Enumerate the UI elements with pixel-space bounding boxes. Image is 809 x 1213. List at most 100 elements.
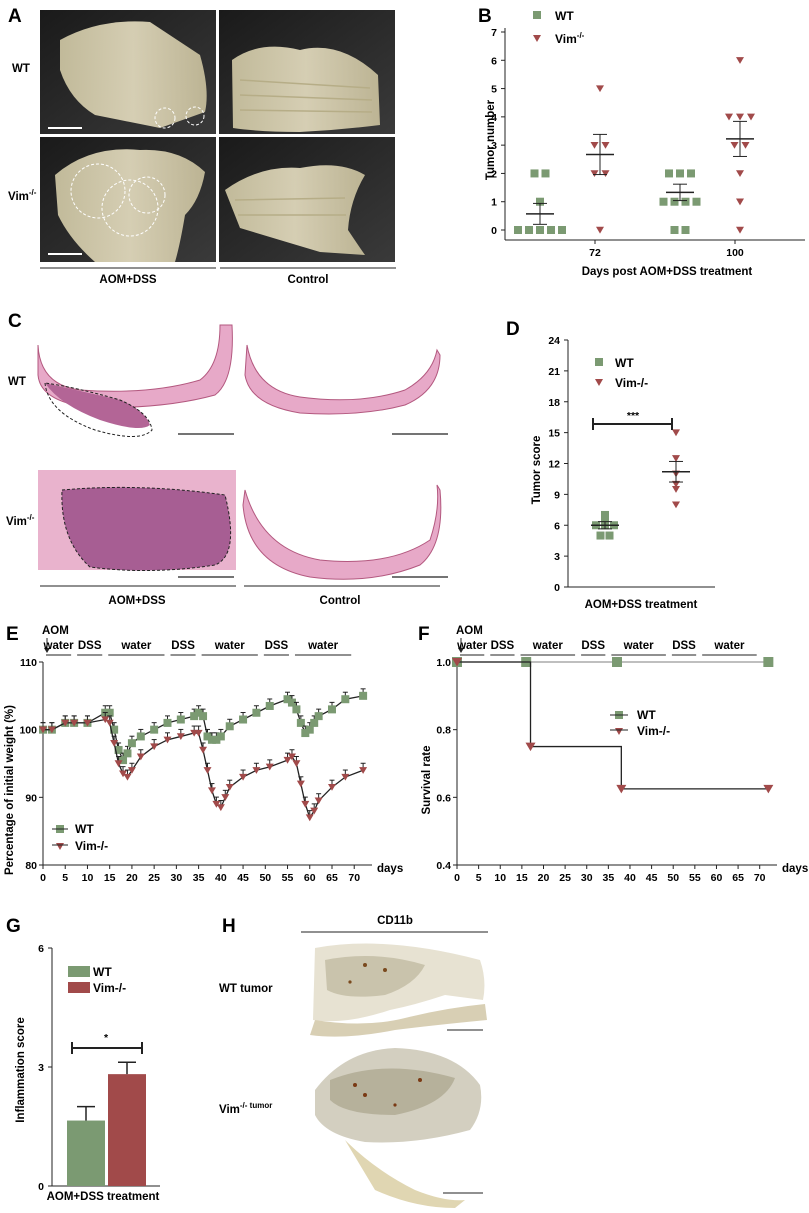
panel-c-col-label-aomdss: AOM+DSS: [108, 595, 166, 607]
data-point-wt: [150, 725, 159, 734]
data-point-vim: [212, 800, 221, 808]
data-point-vim: [452, 658, 462, 667]
colon-image-wt-control: [219, 10, 395, 134]
data-point-wt: [105, 708, 114, 717]
phase-label: DSS: [171, 640, 195, 652]
phase-label: water: [456, 640, 488, 652]
x-tick-label: 60: [711, 872, 723, 884]
phase-label: DSS: [265, 640, 289, 652]
panel-h: H CD11b WT tumor Vim-/- tumor: [215, 910, 809, 1208]
data-point-vim: [741, 141, 750, 149]
x-tick-label: 25: [559, 872, 571, 884]
panel-d-significance: ***: [627, 410, 640, 422]
data-point-vim: [216, 804, 225, 812]
x-tick-label: 50: [259, 872, 271, 884]
y-tick-label: 3: [554, 551, 560, 563]
data-point-wt: [687, 169, 695, 178]
aom-arrow-head: [44, 648, 50, 653]
x-tick-label: 40: [624, 872, 636, 884]
panel-b-letter: B: [478, 6, 492, 27]
colon-image-vim-control: [219, 137, 395, 262]
data-point-vim: [305, 814, 314, 822]
phase-label: water: [43, 640, 75, 652]
data-point-vim: [730, 141, 739, 149]
panel-g-xlabel: AOM+DSS treatment: [47, 1191, 160, 1203]
data-point-vim: [301, 800, 310, 808]
data-point-wt: [601, 510, 609, 519]
panel-e-xlabel: days: [377, 863, 403, 875]
panel-h-row-label-vim: Vim-/- tumor: [219, 1101, 272, 1116]
legend-label-wt: WT: [75, 822, 94, 836]
data-point-vim: [265, 763, 274, 771]
bar-vim: [108, 1074, 146, 1186]
panel-f-legend: WT Vim-/-: [610, 708, 670, 738]
data-point-wt: [292, 705, 301, 714]
data-point-wt: [212, 735, 221, 744]
x-tick-label: 5: [476, 872, 482, 884]
histology-vim-control: [242, 484, 448, 580]
legend-label-wt: WT: [93, 965, 112, 979]
data-point-vim: [590, 170, 599, 178]
panel-c-row-label-vim: Vim-/-: [6, 513, 35, 528]
data-point-vim: [736, 226, 744, 234]
data-point-wt: [676, 169, 684, 178]
panel-g: G 0 3 6 WT Vim-/- Inflammation score AOM+D…: [0, 910, 210, 1208]
panel-b-chart: B 0 1 2 3 4 5 6 7 72 100 WT Vim-/- Tumor number D…: [478, 6, 805, 278]
colon-image-vim-aomdss: [40, 137, 216, 262]
data-point-vim: [199, 746, 208, 754]
data-point-wt: [558, 226, 566, 234]
data-point-vim: [252, 767, 261, 774]
data-point-vim: [119, 770, 128, 778]
x-tick-label: 100: [726, 247, 744, 259]
data-point-vim: [601, 170, 610, 178]
panel-e-letter: E: [6, 624, 19, 645]
legend-label-wt: WT: [555, 9, 574, 23]
x-tick-label: 45: [646, 872, 658, 884]
panel-a-figure: A WT Vim-/- AO: [8, 6, 396, 286]
aom-label: AOM: [456, 625, 483, 637]
histology-wt-aomdss: [37, 324, 234, 437]
data-point-wt: [127, 739, 136, 748]
data-point-vim: [203, 767, 212, 774]
legend-marker-vim: [615, 728, 623, 735]
data-point-wt: [612, 657, 622, 667]
data-point-vim: [70, 719, 79, 727]
aom-label: AOM: [42, 625, 69, 637]
data-point-wt: [287, 698, 296, 707]
data-point-vim: [736, 198, 744, 206]
data-point-vim: [314, 797, 323, 805]
x-tick-label: 35: [193, 872, 205, 884]
x-tick-label: 50: [667, 872, 679, 884]
data-point-wt: [194, 708, 203, 717]
x-tick-label: 15: [104, 872, 116, 884]
y-tick-label: 4: [491, 112, 497, 124]
data-point-wt: [305, 725, 314, 734]
bar-wt: [67, 1120, 105, 1186]
data-point-wt: [199, 712, 208, 721]
phase-label: water: [623, 640, 655, 652]
panel-c: C WT Vim-/- AOM+DSS Control: [0, 305, 460, 615]
data-point-vim: [672, 480, 680, 488]
data-point-vim: [747, 113, 755, 121]
panel-e: E AOM water DSS water DSS water DSS water 80 90 10…: [0, 620, 410, 905]
data-point-wt: [327, 705, 336, 714]
legend-label-wt: WT: [615, 356, 634, 370]
data-point-wt: [536, 197, 544, 206]
panel-d-ylabel: Tumor score: [531, 436, 543, 505]
x-tick-label: 60: [304, 872, 316, 884]
y-tick-label: 90: [25, 792, 37, 804]
panel-a-col-label-control: Control: [288, 274, 329, 286]
data-point-vim: [763, 784, 774, 794]
y-tick-label: 80: [25, 860, 37, 872]
data-point-wt: [190, 712, 199, 721]
panel-b-ylabel: Tumor number: [485, 99, 497, 180]
data-point-vim: [225, 783, 234, 791]
data-point-wt: [176, 715, 185, 724]
data-point-wt: [207, 735, 216, 744]
data-point-vim: [207, 787, 216, 795]
data-point-vim: [114, 760, 123, 768]
panel-b-legend: WT Vim-/-: [533, 9, 585, 46]
data-point-vim: [83, 719, 92, 727]
data-point-wt: [119, 756, 128, 765]
